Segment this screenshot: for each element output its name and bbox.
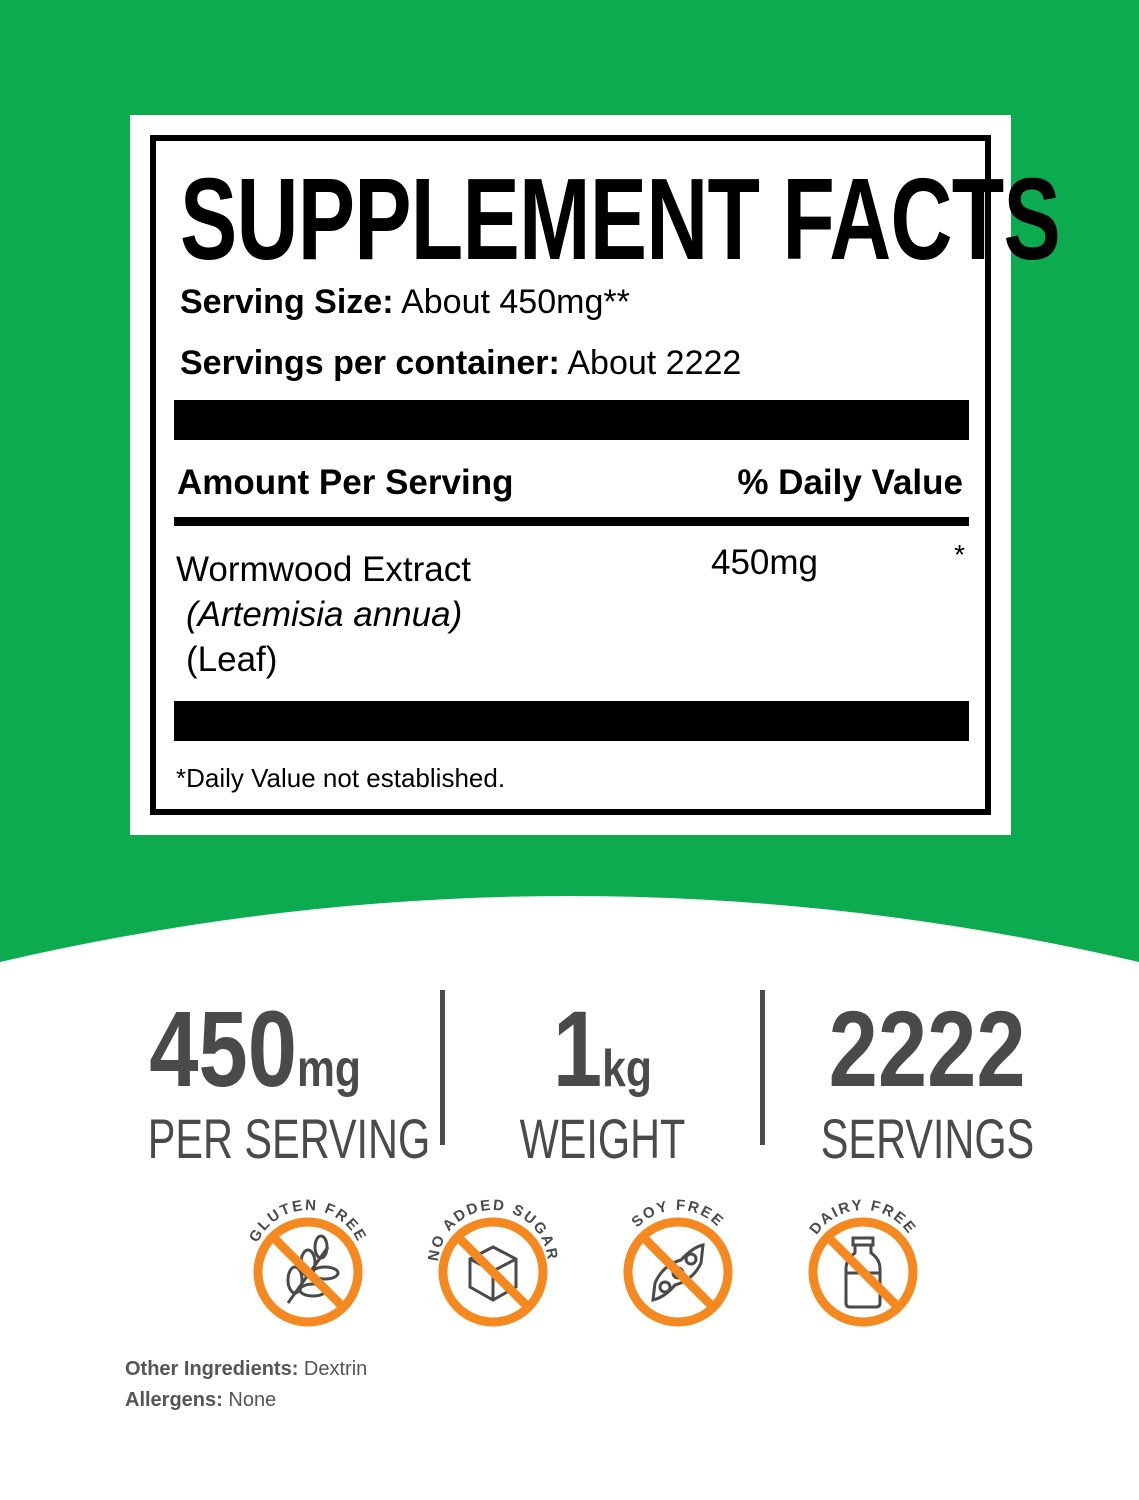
stat-label: PER SERVING xyxy=(147,1107,431,1170)
ingredient-dv: * xyxy=(954,539,965,570)
allergens-value: None xyxy=(228,1389,277,1411)
ingredient-latin: (Artemisia annua) xyxy=(186,595,463,634)
servings-value: About 2222 xyxy=(567,344,742,382)
stat-value: 2222 xyxy=(828,988,1027,1109)
medium-divider xyxy=(174,517,969,526)
allergens: Allergens: None xyxy=(125,1389,276,1412)
stat-label: WEIGHT xyxy=(519,1107,686,1170)
facts-border: SUPPLEMENT FACTS Serving Size: About 450… xyxy=(150,135,1061,815)
servings-label: Servings per container: xyxy=(180,344,560,382)
gluten-free-badge: GLUTEN FREE xyxy=(246,1197,368,1327)
other-ingredients-value: Dextrin xyxy=(303,1358,368,1380)
stat-label: SERVINGS xyxy=(820,1107,1035,1170)
other-ingredients-label: Other Ingredients: xyxy=(125,1358,299,1380)
svg-text:DAIRY FREE: DAIRY FREE xyxy=(806,1197,919,1238)
daily-value-header: % Daily Value xyxy=(737,463,963,502)
ingredient-name: Wormwood Extract xyxy=(176,550,471,589)
thick-divider xyxy=(174,701,969,741)
divider xyxy=(760,990,765,1145)
supplement-facts-panel: SUPPLEMENT FACTS Serving Size: About 450… xyxy=(130,115,1061,835)
ingredient-part: (Leaf) xyxy=(186,640,278,679)
stat-value: 1 xyxy=(552,988,603,1109)
amount-per-serving-header: Amount Per Serving xyxy=(177,463,514,502)
thick-divider xyxy=(174,400,969,440)
stat-per-serving: 450mg PER SERVING xyxy=(110,995,431,1170)
serving-size: Serving Size: About 450mg** xyxy=(180,283,630,322)
divider xyxy=(440,990,445,1145)
stat-weight: 1kg WEIGHT xyxy=(455,995,750,1167)
stat-servings: 2222 SERVINGS xyxy=(780,995,1075,1167)
ingredient-amount: 450mg xyxy=(711,543,819,582)
stat-value: 450 xyxy=(149,988,297,1109)
allergens-label: Allergens: xyxy=(125,1389,223,1411)
stat-unit: mg xyxy=(296,1040,361,1098)
facts-title: SUPPLEMENT FACTS xyxy=(180,154,1061,284)
footnote: *Daily Value not established. xyxy=(176,763,506,793)
other-ingredients: Other Ingredients: Dextrin xyxy=(125,1358,367,1381)
no-added-sugar-badge: NO ADDED SUGAR xyxy=(425,1197,559,1327)
soy-free-badge: SOY FREE xyxy=(623,1197,733,1327)
serving-size-value: About 450mg** xyxy=(401,283,630,321)
serving-size-label: Serving Size: xyxy=(180,283,394,321)
stat-unit: kg xyxy=(602,1040,653,1098)
dairy-free-badge: DAIRY FREE xyxy=(806,1197,919,1327)
servings-per-container: Servings per container: About 2222 xyxy=(180,344,741,383)
